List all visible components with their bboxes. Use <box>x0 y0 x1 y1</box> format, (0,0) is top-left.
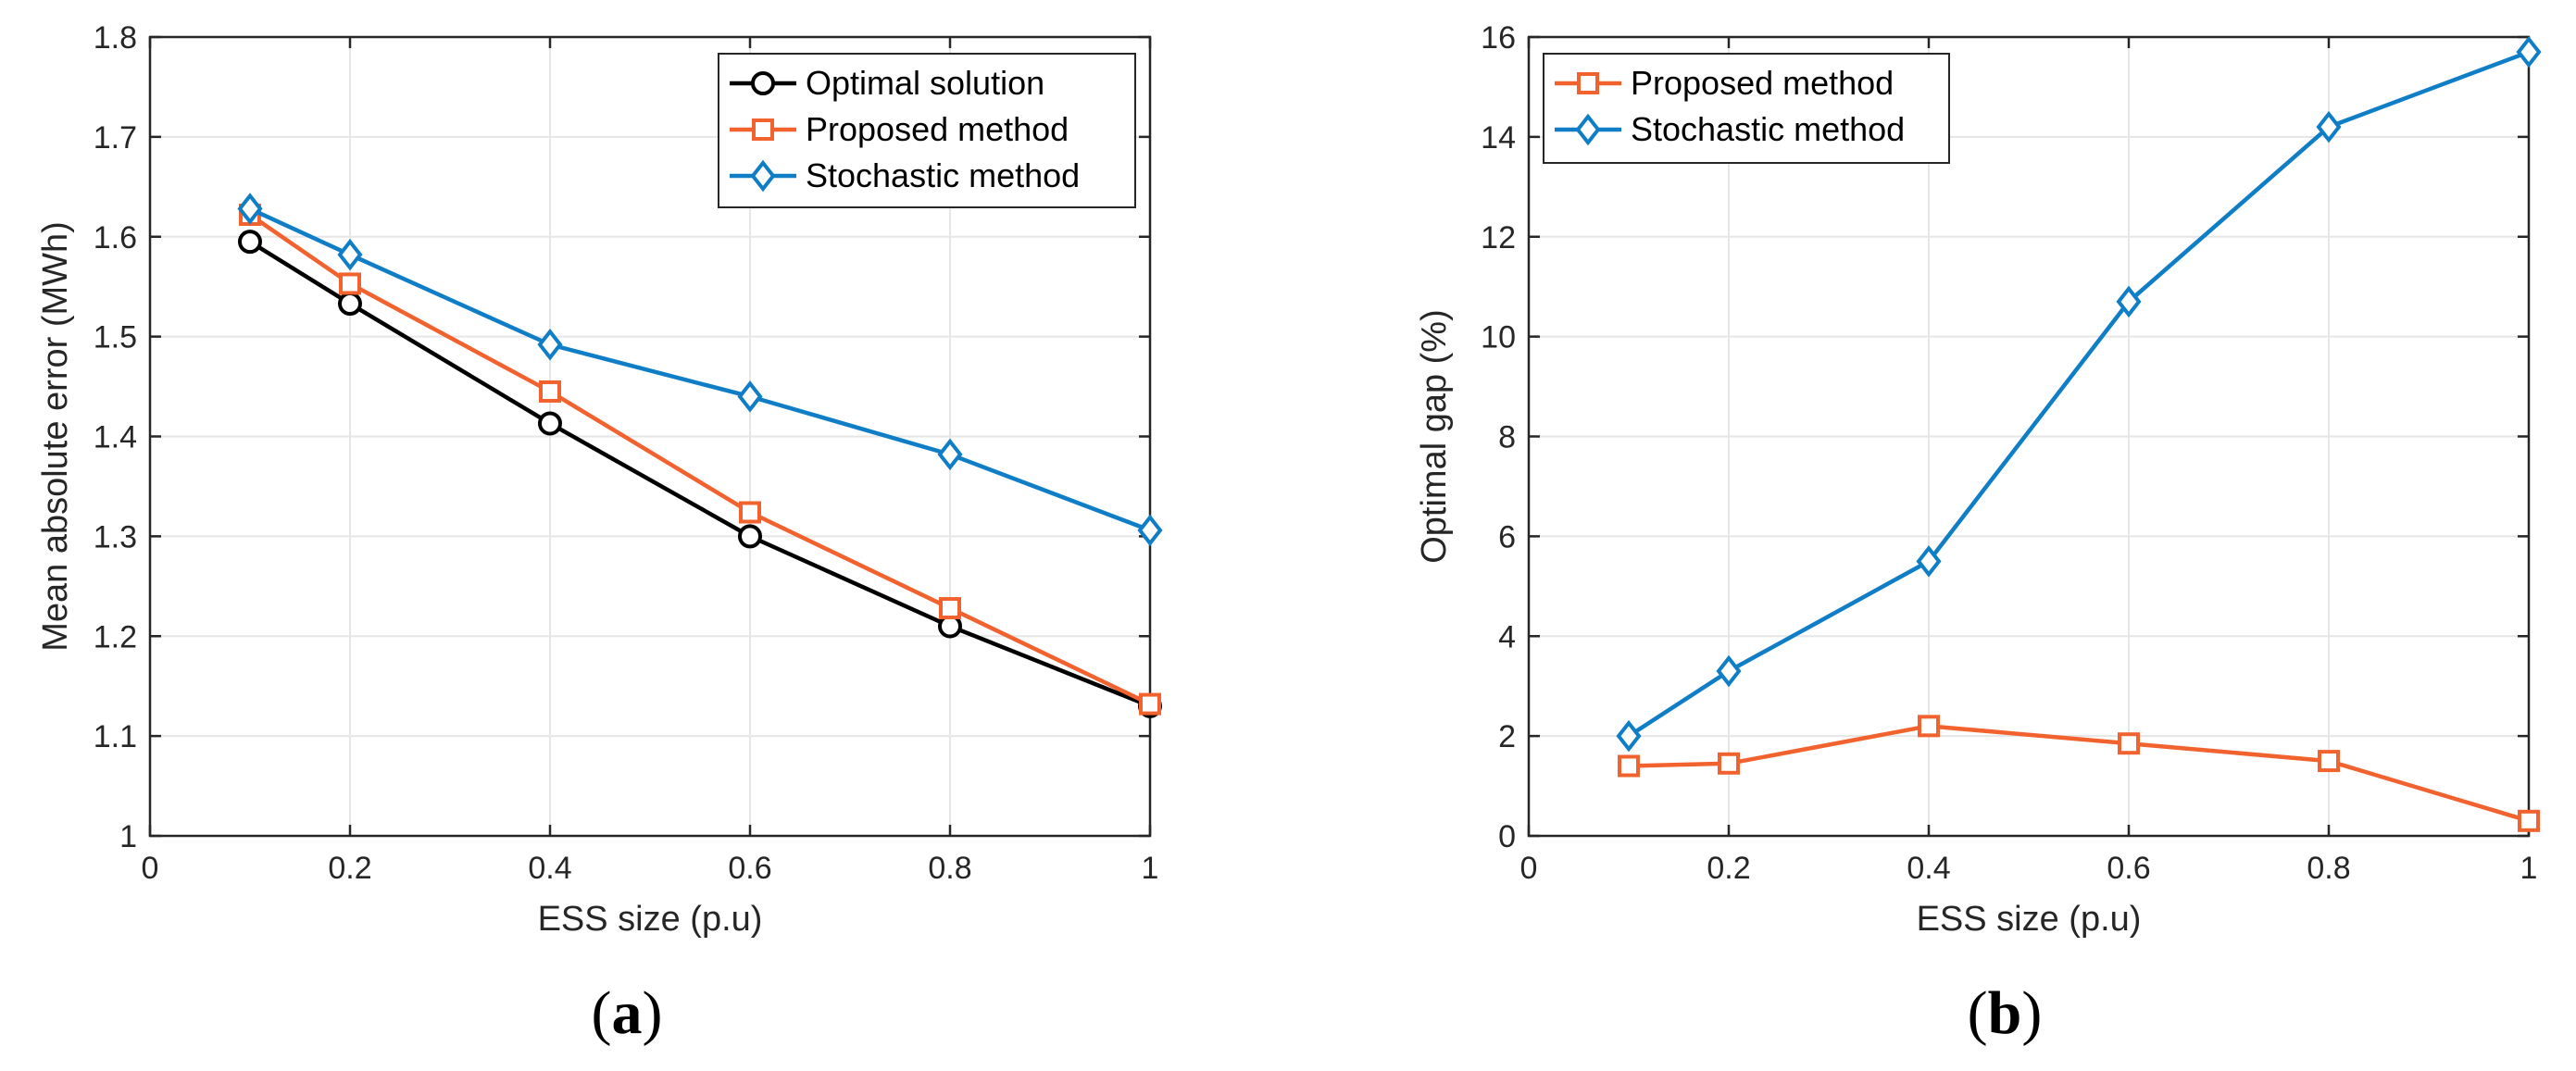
data-point-proposed-method <box>2118 732 2140 755</box>
panel-label-open: ( <box>592 979 612 1047</box>
x-tick-label: 0.2 <box>328 851 371 886</box>
data-point-proposed-method <box>1918 715 1940 738</box>
legend-swatch-marker <box>1577 72 1599 94</box>
data-point-stochastic-method <box>2116 285 2142 318</box>
legend-label-proposed-method: Proposed method <box>806 110 1069 148</box>
data-point-proposed-method <box>739 501 761 524</box>
y-tick-label: 1.2 <box>94 619 137 654</box>
x-tick-label: 0.4 <box>1907 851 1950 886</box>
x-tick-label: 0 <box>142 851 159 886</box>
series-line-proposed-method <box>248 213 1151 706</box>
y-tick-label: 1.6 <box>94 220 137 255</box>
chart-panel-a: 0 0.2 0.4 0.6 0.8 1 1 1.1 1.2 1.3 1.4 1.5 1.6 1.7 1.8 E… <box>36 20 1163 1047</box>
legend-label-stochastic-method: Stochastic method <box>1631 110 1905 148</box>
data-point-stochastic-method <box>1616 719 1642 753</box>
data-point-stochastic-method <box>1716 654 1742 688</box>
y-axis-title: Optimal gap (%) <box>1415 309 1454 564</box>
legend-swatch-marker <box>751 71 775 95</box>
x-tick-label: 0.8 <box>928 851 971 886</box>
y-tick-label: 6 <box>1498 519 1516 554</box>
data-point-stochastic-method <box>937 438 963 471</box>
legend: Proposed method Stochastic method <box>1543 53 1950 164</box>
data-point-stochastic-method <box>737 380 763 413</box>
y-tick-label: 2 <box>1498 719 1516 754</box>
data-point-stochastic-method <box>537 329 563 361</box>
legend-swatch-marker <box>752 118 774 141</box>
x-tick-label: 0.8 <box>2307 851 2350 886</box>
y-tick-label: 1.7 <box>94 120 137 156</box>
data-point-proposed-method <box>339 272 361 295</box>
x-tick-label: 0.6 <box>2107 851 2150 886</box>
data-point-stochastic-method <box>237 193 263 225</box>
data-point-stochastic-method <box>1916 545 1942 578</box>
legend: Optimal solution Proposed method Stochasti… <box>718 53 1136 208</box>
y-tick-label: 10 <box>1481 320 1516 355</box>
y-tick-label: 0 <box>1498 819 1516 854</box>
data-point-proposed-method <box>1139 692 1161 716</box>
x-axis-title: ESS size (p.u) <box>538 900 763 939</box>
data-point-proposed-method <box>539 380 561 403</box>
panel-label-open: ( <box>1968 979 1988 1047</box>
data-point-stochastic-method <box>1137 514 1163 547</box>
x-axis-title: ESS size (p.u) <box>1917 900 2142 939</box>
x-tick-label: 1 <box>2520 851 2538 886</box>
panel-label-letter: a <box>612 979 643 1047</box>
panel-label-close: ) <box>643 979 663 1047</box>
legend-swatch-marker <box>1575 113 1601 146</box>
legend-label-optimal-solution: Optimal solution <box>806 64 1044 102</box>
legend-box <box>1543 53 1950 164</box>
y-tick-label: 1.1 <box>94 719 137 754</box>
series-line-stochastic-method <box>1627 50 2530 739</box>
data-point-stochastic-method <box>337 238 363 271</box>
x-tick-label: 0.2 <box>1707 851 1750 886</box>
legend-label-stochastic-method: Stochastic method <box>806 156 1080 194</box>
data-point-proposed-method <box>1718 752 1740 775</box>
panel-label-close: ) <box>2021 979 2042 1047</box>
data-point-proposed-method <box>939 597 961 620</box>
data-point-proposed-method <box>1618 754 1640 778</box>
series-line-optimal-solution <box>248 240 1151 708</box>
x-tick-label: 0.4 <box>528 851 571 886</box>
y-tick-label: 1 <box>119 819 137 854</box>
panel-label: (a) <box>592 979 663 1047</box>
data-point-optimal-solution <box>238 230 262 255</box>
y-tick-label: 16 <box>1481 20 1516 56</box>
y-tick-label: 8 <box>1498 420 1516 455</box>
y-tick-label: 1.8 <box>94 20 137 56</box>
y-tick-label: 4 <box>1498 619 1516 654</box>
y-tick-label: 14 <box>1481 120 1516 156</box>
x-tick-label: 0 <box>1520 851 1538 886</box>
data-point-optimal-solution <box>538 411 562 436</box>
legend-swatch-marker <box>750 159 776 193</box>
x-tick-label: 1 <box>1142 851 1159 886</box>
series-line-proposed-method <box>1628 724 2530 823</box>
y-tick-label: 1.3 <box>94 519 137 554</box>
data-point-stochastic-method <box>2516 35 2542 68</box>
x-tick-label: 0.6 <box>728 851 771 886</box>
y-tick-label: 1.4 <box>94 420 137 455</box>
data-point-stochastic-method <box>2316 110 2342 143</box>
panel-label-letter: b <box>1988 979 2022 1047</box>
y-tick-label: 12 <box>1481 220 1516 255</box>
panel-label: (b) <box>1968 979 2043 1047</box>
data-point-optimal-solution <box>738 524 762 549</box>
legend-label-proposed-method: Proposed method <box>1631 64 1894 102</box>
y-axis-title: Mean absolute error (MWh) <box>36 221 75 652</box>
series-line-stochastic-method <box>249 206 1151 533</box>
data-point-proposed-method <box>2518 809 2540 832</box>
y-tick-label: 1.5 <box>94 320 137 355</box>
data-point-proposed-method <box>2318 750 2340 773</box>
data-point-optimal-solution <box>338 292 362 317</box>
